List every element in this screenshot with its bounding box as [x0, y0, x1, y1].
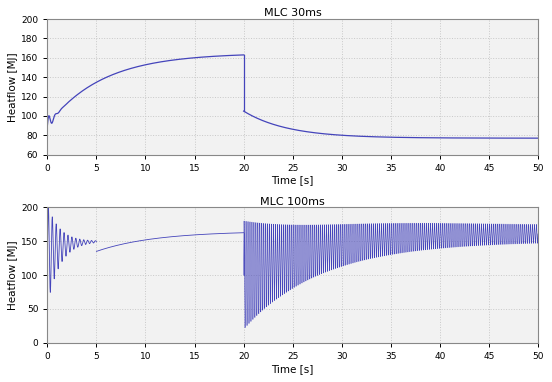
- X-axis label: Time [s]: Time [s]: [272, 175, 314, 185]
- X-axis label: Time [s]: Time [s]: [272, 364, 314, 374]
- Title: MLC 100ms: MLC 100ms: [261, 197, 325, 207]
- Y-axis label: Heatflow [MJ]: Heatflow [MJ]: [8, 240, 18, 310]
- Y-axis label: Heatflow [MJ]: Heatflow [MJ]: [8, 52, 18, 122]
- Title: MLC 30ms: MLC 30ms: [264, 8, 321, 18]
